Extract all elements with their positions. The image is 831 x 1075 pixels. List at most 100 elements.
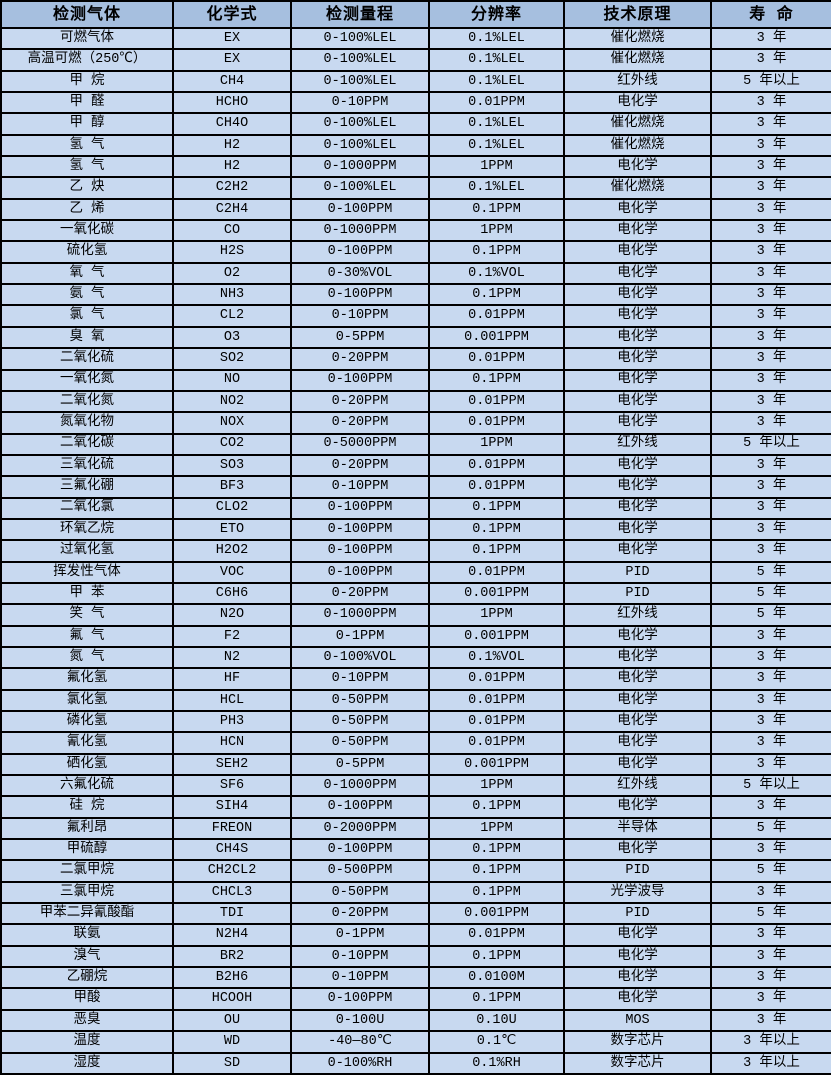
cell-resolution: 1PPM: [428, 155, 565, 179]
table-row: 乙 炔 C2H2 0-100%LEL 0.1%LEL 催化燃烧 3 年: [0, 176, 831, 200]
cell-range: 0-100%LEL: [290, 48, 430, 72]
cell-formula: NO: [172, 368, 292, 392]
cell-formula: CH4: [172, 69, 292, 94]
cell-resolution: 1PPM: [428, 432, 565, 456]
cell-resolution: 0.01PPM: [428, 347, 565, 371]
cell-lifespan: 5 年: [710, 603, 831, 627]
cell-resolution: 0.1PPM: [428, 539, 565, 563]
cell-formula: PH3: [172, 709, 292, 734]
table-row: 氟 气 F2 0-1PPM 0.001PPM 电化学 3 年: [0, 624, 831, 648]
cell-lifespan: 3 年: [710, 304, 831, 328]
cell-range: 0-20PPM: [290, 347, 430, 371]
cell-range: 0-100PPM: [290, 560, 430, 584]
cell-resolution: 0.1PPM: [428, 838, 565, 862]
cell-gas: 硫化氢: [0, 240, 174, 264]
cell-range: 0-10PPM: [290, 475, 430, 499]
cell-formula: O2: [172, 261, 292, 286]
cell-range: 0-50PPM: [290, 731, 430, 755]
cell-formula: CH4S: [172, 838, 292, 862]
cell-resolution: 0.01PPM: [428, 453, 565, 478]
cell-lifespan: 3 年: [710, 48, 831, 72]
cell-lifespan: 3 年: [710, 944, 831, 969]
cell-principle: 电化学: [563, 475, 712, 499]
cell-gas: 过氧化氢: [0, 539, 174, 563]
cell-principle: 电化学: [563, 368, 712, 392]
cell-principle: 电化学: [563, 347, 712, 371]
cell-lifespan: 5 年: [710, 581, 831, 606]
cell-lifespan: 3 年: [710, 197, 831, 222]
cell-principle: PID: [563, 581, 712, 606]
cell-gas: 甲酸: [0, 987, 174, 1011]
cell-principle: 红外线: [563, 774, 712, 798]
cell-range: 0-1000PPM: [290, 774, 430, 798]
cell-gas: 甲 醇: [0, 112, 174, 136]
cell-lifespan: 3 年: [710, 517, 831, 542]
cell-resolution: 0.1%LEL: [428, 48, 565, 72]
cell-range: 0-100%LEL: [290, 112, 430, 136]
cell-principle: 电化学: [563, 517, 712, 542]
cell-principle: 红外线: [563, 432, 712, 456]
cell-range: 0-20PPM: [290, 581, 430, 606]
cell-resolution: 0.01PPM: [428, 475, 565, 499]
cell-resolution: 0.01PPM: [428, 731, 565, 755]
cell-lifespan: 3 年: [710, 91, 831, 115]
cell-range: 0-100PPM: [290, 197, 430, 222]
table-row: 可燃气体 EX 0-100%LEL 0.1%LEL 催化燃烧 3 年: [0, 26, 831, 51]
cell-resolution: 0.1PPM: [428, 880, 565, 905]
cell-principle: 催化燃烧: [563, 112, 712, 136]
cell-principle: 电化学: [563, 411, 712, 435]
cell-gas: 甲 烷: [0, 69, 174, 94]
cell-formula: SEH2: [172, 752, 292, 777]
table-row: 二氧化碳 CO2 0-5000PPM 1PPM 红外线 5 年以上: [0, 432, 831, 456]
cell-formula: NOX: [172, 411, 292, 435]
cell-gas: 乙硼烷: [0, 966, 174, 990]
cell-formula: HCHO: [172, 91, 292, 115]
cell-formula: O3: [172, 325, 292, 350]
cell-lifespan: 3 年: [710, 987, 831, 1011]
table-row: 二氧化氮 NO2 0-20PPM 0.01PPM 电化学 3 年: [0, 389, 831, 414]
column-header-resolution: 分辨率: [428, 0, 565, 29]
cell-gas: 温度: [0, 1030, 174, 1054]
cell-formula: HF: [172, 667, 292, 691]
cell-resolution: 0.1%LEL: [428, 176, 565, 200]
cell-principle: 数字芯片: [563, 1051, 712, 1075]
cell-resolution: 0.001PPM: [428, 325, 565, 350]
cell-formula: NH3: [172, 283, 292, 307]
table-row: 一氧化氮 NO 0-100PPM 0.1PPM 电化学 3 年: [0, 368, 831, 392]
cell-lifespan: 3 年: [710, 112, 831, 136]
cell-resolution: 0.01PPM: [428, 560, 565, 584]
cell-gas: 二氧化碳: [0, 432, 174, 456]
cell-formula: H2O2: [172, 539, 292, 563]
cell-range: 0-100%RH: [290, 1051, 430, 1075]
cell-range: 0-1000PPM: [290, 603, 430, 627]
cell-formula: CH2CL2: [172, 859, 292, 883]
table-row: 三氟化硼 BF3 0-10PPM 0.01PPM 电化学 3 年: [0, 475, 831, 499]
cell-range: 0-100%LEL: [290, 26, 430, 51]
cell-lifespan: 5 年以上: [710, 774, 831, 798]
cell-resolution: 0.01PPM: [428, 304, 565, 328]
cell-principle: 红外线: [563, 69, 712, 94]
cell-lifespan: 3 年: [710, 966, 831, 990]
cell-resolution: 0.1PPM: [428, 859, 565, 883]
cell-formula: BF3: [172, 475, 292, 499]
cell-formula: EX: [172, 48, 292, 72]
cell-range: 0-100%LEL: [290, 133, 430, 158]
table-row: 硒化氢 SEH2 0-5PPM 0.001PPM 电化学 3 年: [0, 752, 831, 777]
cell-lifespan: 3 年: [710, 347, 831, 371]
cell-range: 0-100PPM: [290, 795, 430, 819]
cell-gas: 氟化氢: [0, 667, 174, 691]
cell-gas: 氰化氢: [0, 731, 174, 755]
cell-resolution: 0.1PPM: [428, 795, 565, 819]
cell-gas: 氯 气: [0, 304, 174, 328]
cell-formula: VOC: [172, 560, 292, 584]
cell-resolution: 1PPM: [428, 603, 565, 627]
cell-principle: 催化燃烧: [563, 176, 712, 200]
cell-resolution: 1PPM: [428, 774, 565, 798]
cell-principle: 催化燃烧: [563, 26, 712, 51]
table-header: 检测气体 化学式 检测量程 分辨率 技术原理 寿 命: [0, 0, 831, 29]
cell-gas: 一氧化碳: [0, 219, 174, 243]
cell-gas: 氟 气: [0, 624, 174, 648]
cell-formula: WD: [172, 1030, 292, 1054]
cell-gas: 臭 氧: [0, 325, 174, 350]
